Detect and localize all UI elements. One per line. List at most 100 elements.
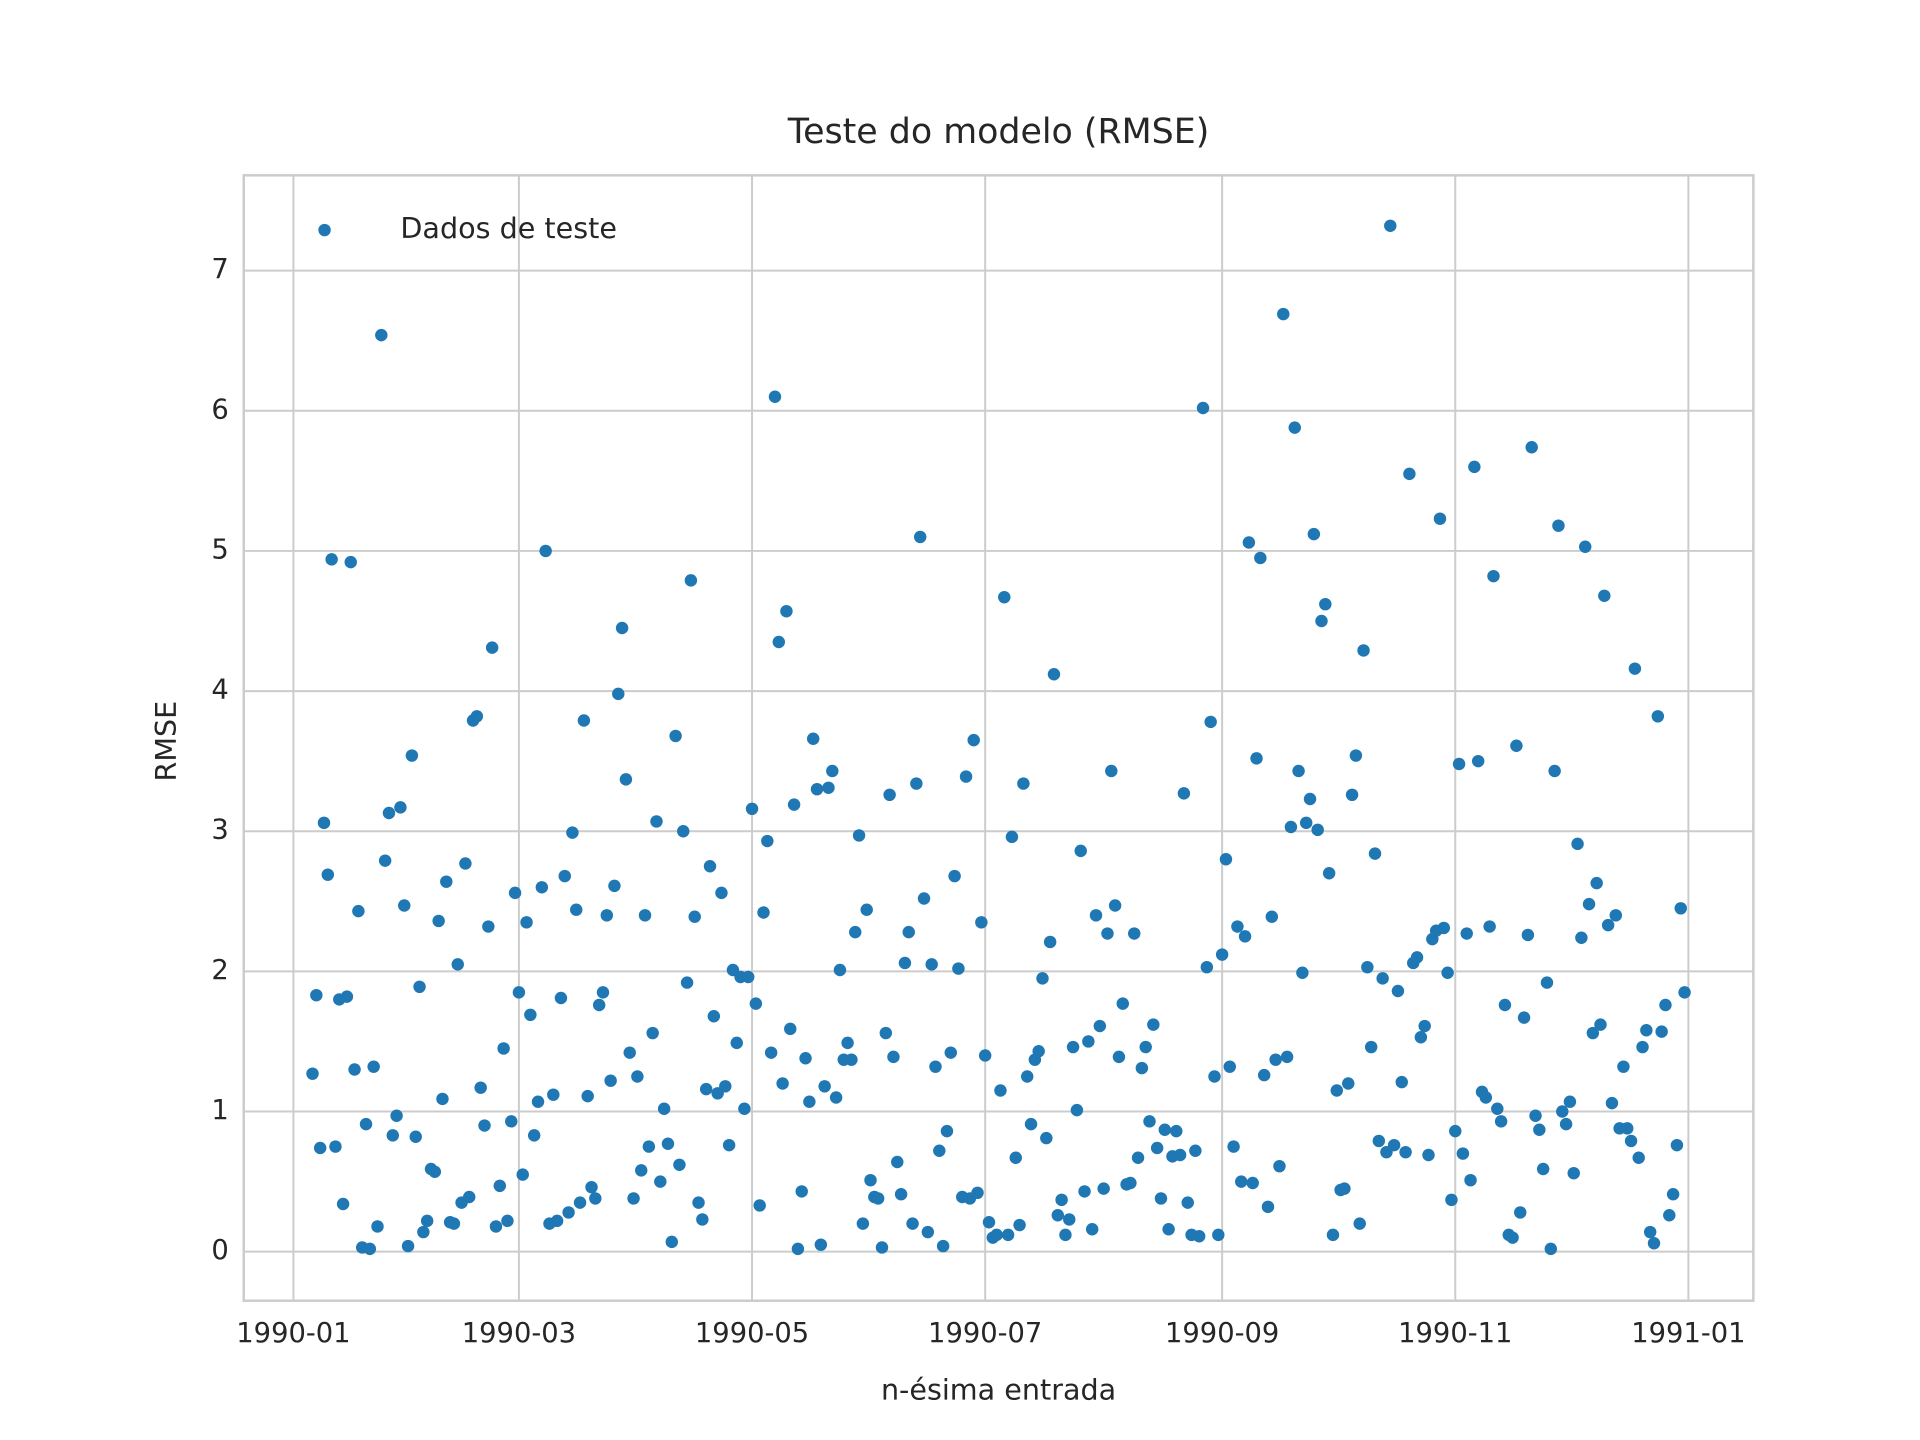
point <box>1196 401 1210 415</box>
point <box>1227 1140 1240 1153</box>
point <box>382 806 396 820</box>
point <box>1235 1175 1248 1188</box>
point <box>493 1179 507 1193</box>
point <box>608 879 621 893</box>
point <box>501 1214 514 1228</box>
point <box>1575 931 1588 944</box>
point <box>1491 1102 1504 1115</box>
point <box>1288 421 1301 434</box>
y-tick-label: 3 <box>211 815 228 846</box>
point <box>592 998 606 1012</box>
point <box>707 1010 721 1023</box>
point <box>478 1119 491 1132</box>
point <box>891 1155 904 1169</box>
point <box>1441 966 1454 979</box>
point <box>1624 1134 1638 1148</box>
point <box>978 1049 992 1062</box>
point <box>336 1197 350 1211</box>
point <box>799 1052 812 1065</box>
y-tick-label: 2 <box>211 955 228 986</box>
point <box>1368 847 1382 860</box>
point <box>864 1173 877 1187</box>
point <box>791 1242 805 1256</box>
point <box>1162 1223 1175 1236</box>
point <box>1510 739 1523 752</box>
point <box>768 390 782 403</box>
point <box>1433 512 1447 525</box>
point <box>440 875 453 888</box>
point <box>1280 1050 1294 1064</box>
point <box>1269 1053 1282 1066</box>
point <box>581 1089 594 1103</box>
point <box>558 869 571 883</box>
point <box>879 1026 893 1040</box>
point <box>1177 787 1191 800</box>
point <box>1307 527 1321 541</box>
point <box>1353 1217 1366 1230</box>
point <box>673 1158 686 1171</box>
point <box>1040 1131 1053 1145</box>
point <box>1471 754 1485 768</box>
point <box>1659 998 1672 1012</box>
point <box>753 1199 766 1212</box>
point <box>313 1141 327 1155</box>
point <box>1594 1018 1607 1031</box>
point <box>1101 927 1114 940</box>
point <box>1452 757 1466 771</box>
point <box>1303 792 1317 806</box>
point <box>1460 927 1473 940</box>
point <box>871 1192 885 1205</box>
point <box>1468 460 1481 474</box>
point <box>1124 1176 1137 1190</box>
x-axis-label: n-ésima entrada <box>881 1373 1116 1407</box>
point <box>1494 1115 1508 1128</box>
point <box>841 1036 854 1050</box>
point <box>982 1216 996 1229</box>
point <box>669 729 682 743</box>
point <box>531 1095 545 1108</box>
point <box>535 881 549 894</box>
point <box>1418 1019 1431 1033</box>
point <box>1342 1077 1355 1090</box>
point <box>566 826 579 839</box>
point <box>967 733 980 747</box>
point <box>375 328 388 342</box>
point <box>1403 467 1416 481</box>
point <box>1265 910 1279 923</box>
point <box>1085 1223 1099 1236</box>
point <box>1590 876 1603 890</box>
point <box>1032 1045 1045 1058</box>
point <box>321 868 335 881</box>
point <box>1399 1145 1412 1159</box>
point <box>1181 1196 1194 1209</box>
point <box>1047 668 1061 681</box>
point <box>1082 1035 1095 1048</box>
point <box>657 1102 671 1115</box>
point <box>1449 1124 1462 1138</box>
chart-title: Teste do modelo (RMSE) <box>787 112 1210 152</box>
point <box>665 1235 678 1249</box>
point <box>359 1117 373 1131</box>
point <box>1605 1096 1619 1110</box>
point <box>1204 715 1217 729</box>
point <box>1464 1173 1477 1187</box>
x-tick-label: 1990-09 <box>1165 1318 1279 1349</box>
point <box>1284 820 1298 834</box>
point <box>367 1060 380 1073</box>
point <box>485 641 499 654</box>
point <box>650 815 663 828</box>
point <box>1391 984 1405 998</box>
point <box>994 1084 1007 1097</box>
x-tick-label: 1990-07 <box>928 1318 1042 1349</box>
point <box>1636 1040 1649 1054</box>
point <box>787 798 801 811</box>
point <box>619 773 633 786</box>
point <box>887 1050 900 1064</box>
point <box>833 963 847 977</box>
point <box>780 604 793 618</box>
point <box>1349 749 1363 762</box>
point <box>1678 986 1691 999</box>
grid <box>243 175 1754 1301</box>
y-tick-label: 5 <box>211 534 228 565</box>
